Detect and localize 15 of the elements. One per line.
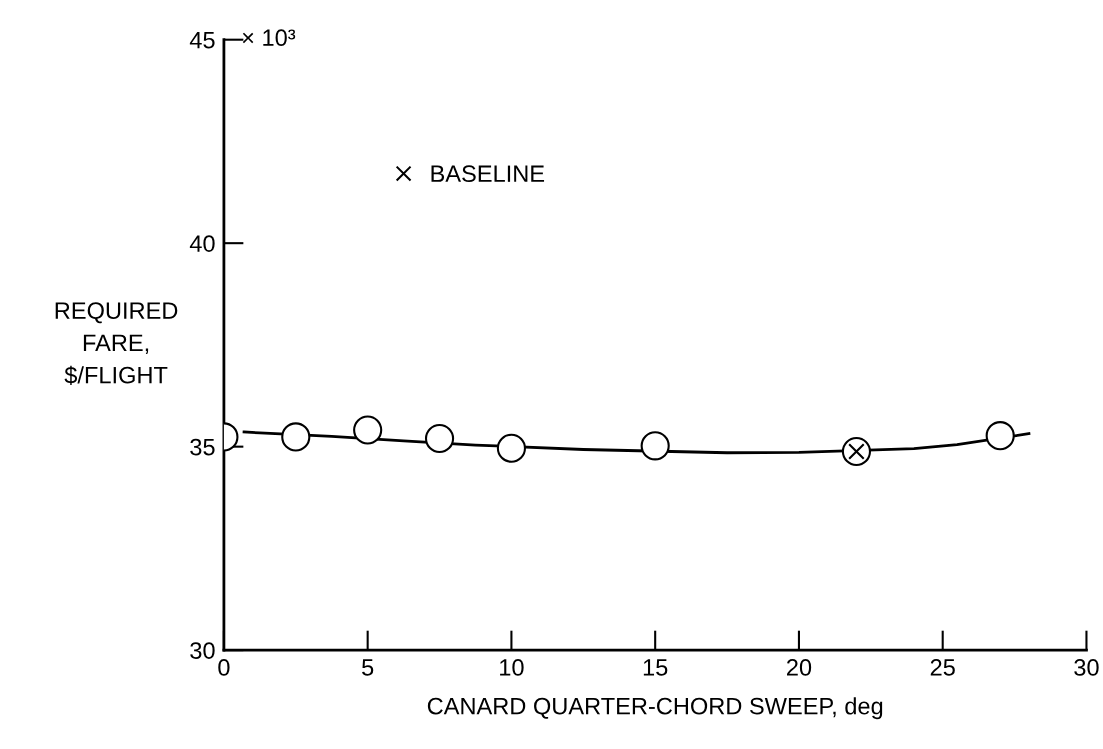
- y-tick-label: 35: [190, 438, 215, 456]
- y-tick-label: 45: [189, 32, 215, 49]
- x-tick-label: 15: [643, 659, 668, 676]
- x-tick-label: 30: [1074, 659, 1099, 676]
- x-axis-title: CANARD QUARTER-CHORD SWEEP, deg: [427, 697, 883, 720]
- x-tick-label: 0: [218, 659, 230, 676]
- annotation: × 10³: [242, 29, 296, 47]
- x-tick-label: 10: [500, 659, 524, 676]
- y-tick-label: 30: [190, 642, 215, 659]
- x-tick-label: 25: [930, 659, 955, 676]
- x-tick-label: 5: [362, 659, 374, 676]
- y-axis-title: REQUIRED FARE, $/FLIGHT: [55, 302, 178, 385]
- legend-label: BASELINE: [431, 165, 545, 183]
- x-tick-label: 20: [787, 659, 812, 676]
- y-tick-label: 40: [189, 235, 215, 252]
